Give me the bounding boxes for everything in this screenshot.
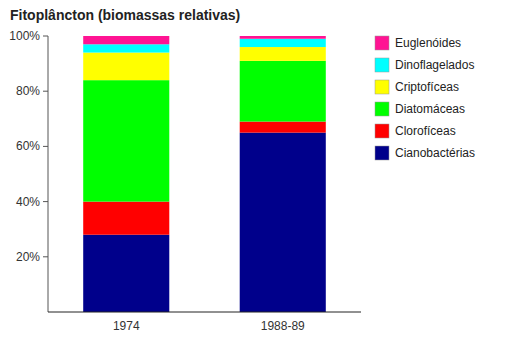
y-tick-label: 100% [9, 29, 40, 43]
chart: Fitoplâncton (biomassas relativas) 20% 40%… [0, 0, 511, 342]
bar [83, 80, 169, 201]
y-tick [43, 256, 48, 257]
legend-swatch [375, 36, 389, 50]
bars [83, 36, 326, 312]
legend-label: Clorofíceas [395, 124, 456, 138]
legend-swatch [375, 58, 389, 72]
bar [240, 122, 326, 133]
y-axis: 20% 40% 60% 80% 100% [9, 29, 48, 312]
bar [240, 61, 326, 122]
bar [83, 36, 169, 44]
bar [83, 235, 169, 312]
y-tick [43, 146, 48, 147]
bar [83, 53, 169, 81]
bar [240, 47, 326, 61]
y-tick [43, 201, 48, 202]
y-tick-label: 80% [16, 84, 40, 98]
x-tick-label: 1988-89 [261, 319, 305, 333]
bar [83, 44, 169, 52]
y-tick [43, 36, 48, 37]
x-axis-line [48, 312, 361, 313]
title: Fitoplâncton (biomassas relativas) [10, 7, 240, 23]
legend-label: Dinoflagelados [395, 58, 474, 72]
bar [83, 202, 169, 235]
chart-container: Fitoplâncton (biomassas relativas) 20% 40%… [0, 0, 511, 342]
legend-label: Cianobactérias [395, 146, 475, 160]
legend-label: Euglenóides [395, 36, 461, 50]
y-tick [43, 91, 48, 92]
bar [240, 36, 326, 39]
y-tick-label: 40% [16, 195, 40, 209]
legend-swatch [375, 124, 389, 138]
legend-swatch [375, 146, 389, 160]
y-tick-label: 20% [16, 250, 40, 264]
x-tick-label: 1974 [113, 319, 140, 333]
bar [240, 39, 326, 47]
legend-label: Criptofíceas [395, 80, 459, 94]
legend-label: Diatomáceas [395, 102, 465, 116]
legend-swatch [375, 102, 389, 116]
y-tick-label: 60% [16, 139, 40, 153]
y-axis-line [48, 36, 49, 312]
bar [240, 133, 326, 312]
legend: Euglenóides Dinoflagelados Criptofíceas Dia… [375, 36, 475, 160]
x-axis: 1974 1988-89 [48, 312, 361, 333]
legend-swatch [375, 80, 389, 94]
